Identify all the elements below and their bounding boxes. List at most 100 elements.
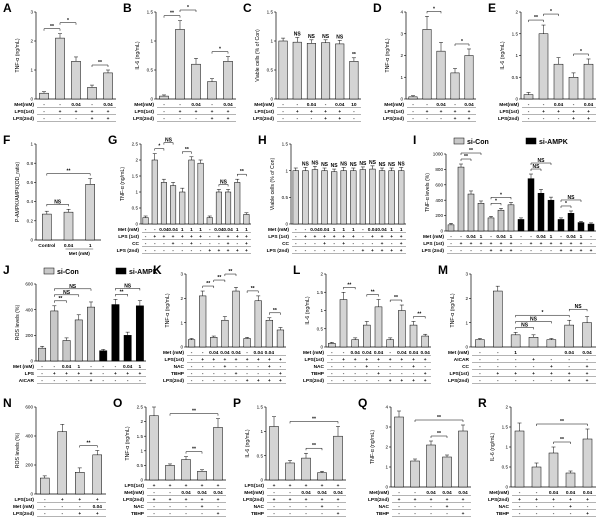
bar (388, 170, 395, 225)
condition-cell: + (337, 498, 340, 503)
significance-label: NS (69, 284, 77, 290)
y-tick-label: 1 (465, 320, 468, 325)
condition-cell: 0.04 (377, 227, 387, 233)
condition-cell: 0.04 (583, 490, 593, 496)
condition-label: LPS(1st) (450, 371, 470, 377)
y-tick-label: 1 (270, 39, 273, 44)
y-tick-label: 1.5 (257, 405, 264, 410)
significance-label: ** (437, 431, 441, 437)
bar (386, 339, 394, 348)
bar (523, 94, 534, 100)
significance-bracket (560, 199, 582, 202)
condition-cell: + (354, 358, 357, 363)
condition-cell: + (201, 505, 204, 510)
panel-d: D 0 1 2 3 4 TNF-α (ng/mL) * * Met(mM) - - 0.04 - 0.04 L… (373, 1, 476, 122)
condition-cell: 0.04 (368, 227, 378, 233)
condition-cell: - (201, 512, 203, 517)
condition-cell: - (295, 242, 297, 247)
condition-cell: + (324, 110, 327, 115)
condition-cell: - (540, 249, 542, 254)
condition-cell: 1 (550, 234, 553, 240)
condition-cell: 0.04 (214, 227, 224, 233)
condition-label: LPS(1st) (385, 109, 405, 115)
bar (567, 213, 575, 232)
bar (467, 193, 475, 232)
condition-cell: - (145, 235, 147, 240)
condition-cell: + (424, 358, 427, 363)
condition-cell: + (235, 372, 238, 377)
condition-cell: - (497, 379, 499, 384)
significance-bracket (490, 197, 512, 200)
condition-cell: 0.04 (536, 234, 546, 240)
condition-cell: - (352, 249, 354, 254)
condition-cell: - (389, 372, 391, 377)
condition-cell: + (412, 365, 415, 370)
condition-cell: - (353, 117, 355, 122)
condition-label: LPS(2nd) (303, 378, 324, 384)
condition-label: LPS(2nd) (368, 497, 389, 503)
condition-cell: + (201, 484, 204, 489)
condition-cell: - (362, 228, 364, 233)
condition-cell: - (343, 249, 345, 254)
condition-cell: - (54, 379, 56, 384)
bar (351, 339, 359, 348)
condition-cell: - (154, 242, 156, 247)
condition-cell: - (353, 110, 355, 115)
condition-cell: - (181, 249, 183, 254)
condition-cell: + (568, 379, 571, 384)
condition-cell: - (333, 249, 335, 254)
condition-cell: - (570, 512, 572, 517)
significance-bracket (426, 11, 442, 14)
significance-bracket (43, 28, 61, 31)
condition-cell: - (398, 505, 400, 510)
condition-label: LPS(1st) (15, 109, 35, 115)
bar (103, 72, 113, 100)
condition-cell: 0.04 (265, 350, 275, 356)
bar (285, 462, 295, 481)
condition-cell: - (191, 379, 193, 384)
condition-cell: - (497, 365, 499, 370)
condition-cell: - (185, 505, 187, 510)
y-tick-label: 0.5 (147, 68, 154, 73)
condition-cell: - (202, 351, 204, 356)
condition-cell: - (102, 372, 104, 377)
condition-cell: + (390, 249, 393, 254)
condition-cell: 0.04 (209, 350, 219, 356)
bar (583, 63, 594, 100)
condition-cell: - (295, 249, 297, 254)
condition-label: LPS(2nd) (243, 497, 264, 503)
condition-cell: 0.04 (420, 350, 430, 356)
x-tick-label: 1 (89, 243, 92, 249)
condition-cell: + (169, 484, 172, 489)
condition-cell: - (78, 379, 80, 384)
bar (507, 204, 515, 232)
y-axis-label: IL-6 (ng/mL) (490, 433, 496, 462)
condition-cell: + (590, 249, 593, 254)
bar (149, 415, 159, 481)
significance-label: ** (464, 154, 468, 160)
condition-cell: + (580, 242, 583, 247)
condition-cell: - (590, 235, 592, 240)
bar (475, 339, 485, 348)
condition-cell: 0.04 (566, 234, 576, 240)
condition-label: LPS (25, 371, 35, 377)
condition-cell: + (227, 117, 230, 122)
significance-bracket (185, 451, 203, 454)
condition-cell: - (337, 505, 339, 510)
y-axis-label: TNF-α levels (%) (425, 173, 431, 212)
bar (464, 55, 474, 100)
panel-p: P 0 0.5 1 1.5 IL-6 (ng/mL) ** ** LPS(1st) + + + + + Me… (233, 396, 346, 517)
condition-label: LPS (2nd) (422, 248, 445, 254)
condition-cell: - (568, 358, 570, 363)
condition-cell: + (510, 249, 513, 254)
bar (306, 43, 316, 100)
condition-cell: + (490, 242, 493, 247)
condition-cell: - (218, 242, 220, 247)
panel-n: N 0 200 400 600 ROS levels (%) ** LPS(1st) - + + + M… (3, 396, 106, 517)
condition-cell: + (153, 498, 156, 503)
condition-label: LPS(2nd) (133, 116, 154, 122)
condition-cell: + (268, 365, 271, 370)
bar (187, 339, 196, 348)
significance-label: ** (217, 275, 221, 281)
